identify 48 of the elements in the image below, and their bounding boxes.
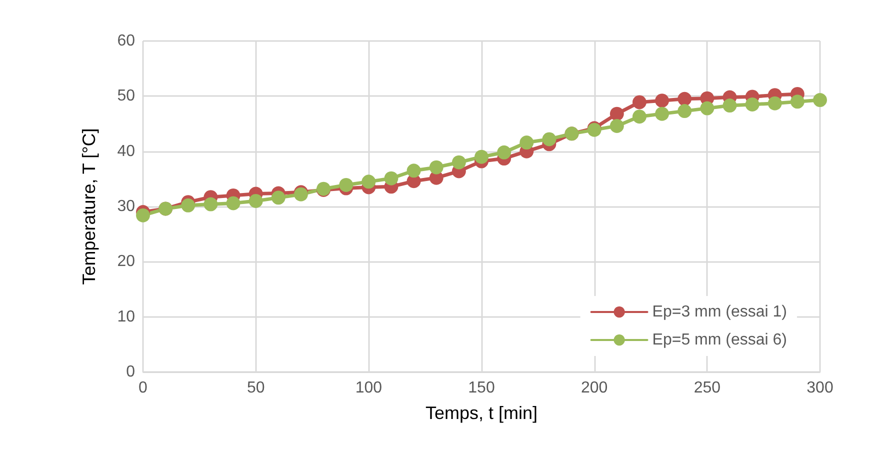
point (497, 145, 512, 160)
x-tick-label: 50 (246, 380, 265, 396)
y-tick-label: 0 (126, 364, 136, 380)
y-tick-label: 40 (117, 142, 136, 160)
point (813, 93, 827, 108)
x-tick-label: 0 (138, 380, 148, 396)
point (271, 190, 286, 205)
point (248, 194, 263, 208)
x-tick-label: 100 (355, 380, 382, 396)
y-axis-title: Temperature, T [°C] (79, 128, 99, 285)
point (745, 97, 760, 112)
point (181, 198, 196, 212)
point (362, 174, 376, 189)
point (610, 118, 624, 133)
point (700, 101, 714, 116)
point (678, 104, 692, 118)
point (406, 164, 421, 178)
x-tick-label: 200 (580, 380, 608, 396)
x-tick-label: 300 (806, 380, 834, 396)
point (632, 110, 646, 124)
point (429, 160, 444, 174)
point (610, 106, 624, 121)
point (678, 92, 692, 106)
point (339, 178, 354, 192)
point (136, 208, 150, 222)
point (520, 136, 534, 150)
point (722, 98, 737, 113)
y-tick-label: 10 (117, 308, 136, 326)
point (790, 94, 804, 109)
x-tick-label: 250 (694, 380, 721, 396)
point (474, 150, 488, 164)
point (384, 171, 398, 186)
point (452, 155, 466, 170)
point (768, 96, 782, 110)
y-tick-label: 50 (117, 88, 136, 105)
point (655, 106, 670, 121)
point (632, 95, 646, 110)
point (655, 94, 670, 108)
x-axis-title: Temps, t [min] (425, 403, 538, 423)
legend-label: Ep=3 mm (essai 1) (652, 304, 788, 320)
point (542, 132, 556, 146)
y-tick-label: 30 (117, 198, 136, 215)
legend-label: Ep=5 mm (essai 6) (652, 332, 788, 348)
point (226, 196, 240, 210)
y-tick-label: 20 (117, 253, 136, 270)
x-tick-label: 150 (468, 380, 495, 396)
y-tick-label: 60 (117, 32, 136, 50)
point (204, 197, 218, 212)
